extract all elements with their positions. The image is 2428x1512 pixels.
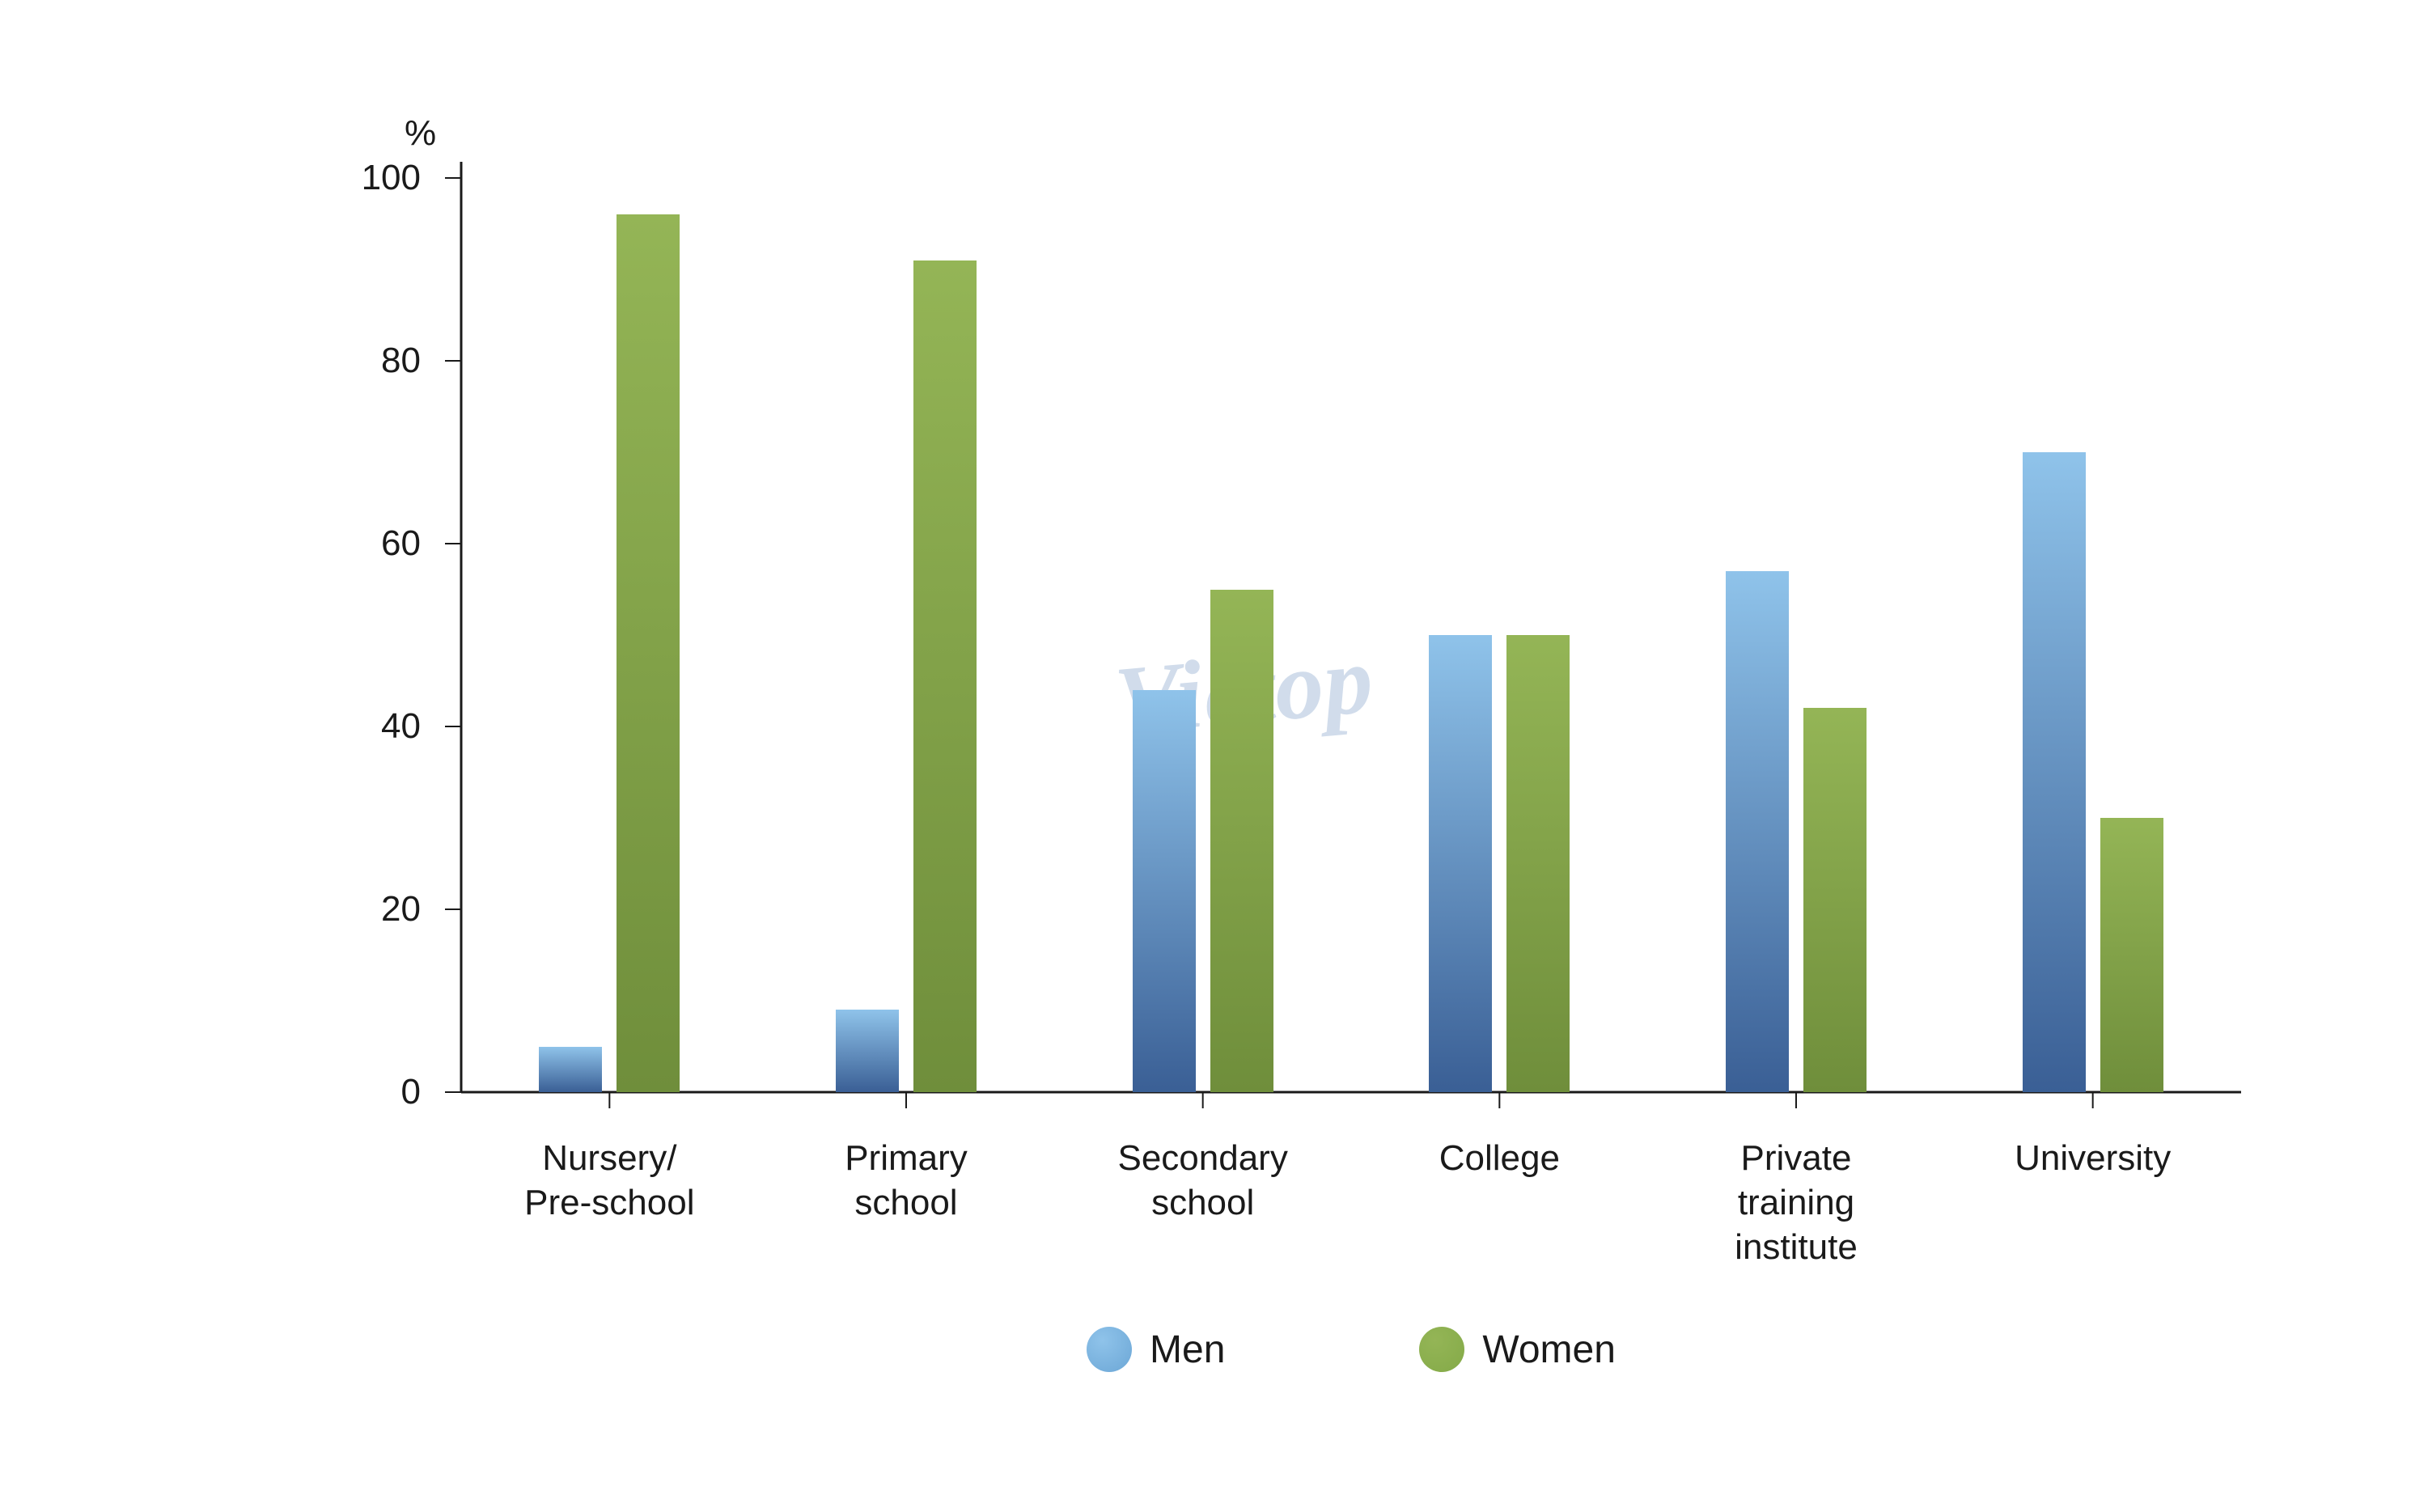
y-axis-unit: % bbox=[405, 113, 436, 154]
axes bbox=[437, 154, 2265, 1116]
x-tick-label: Nursery/Pre-school bbox=[468, 1136, 750, 1225]
legend: Men Women bbox=[461, 1327, 2241, 1372]
y-tick-label: 80 bbox=[307, 341, 421, 381]
x-tick-label: Secondaryschool bbox=[1062, 1136, 1344, 1225]
y-tick-label: 60 bbox=[307, 523, 421, 564]
x-tick-label: University bbox=[1952, 1136, 2234, 1180]
legend-dot-icon bbox=[1419, 1327, 1464, 1372]
y-tick-label: 100 bbox=[307, 158, 421, 198]
y-tick-label: 0 bbox=[307, 1072, 421, 1112]
legend-label: Women bbox=[1482, 1328, 1616, 1372]
bar-women bbox=[2100, 818, 2163, 1092]
bar-men bbox=[1133, 690, 1196, 1092]
bar-women bbox=[1506, 635, 1570, 1092]
bar-men bbox=[836, 1010, 899, 1092]
chart-frame: Vietop020406080100%Nursery/Pre-schoolPri… bbox=[0, 0, 2428, 1512]
x-tick-label: Privatetraininginstitute bbox=[1655, 1136, 1937, 1269]
legend-dot-icon bbox=[1087, 1327, 1132, 1372]
legend-item-women: Women bbox=[1419, 1327, 1616, 1372]
bar-men bbox=[1726, 571, 1789, 1092]
bar-women bbox=[913, 260, 977, 1092]
bar-women bbox=[1210, 590, 1273, 1093]
bar-women bbox=[1803, 708, 1867, 1092]
legend-item-men: Men bbox=[1087, 1327, 1225, 1372]
bar-men bbox=[2023, 452, 2086, 1092]
x-tick-label: Primaryschool bbox=[765, 1136, 1047, 1225]
y-tick-label: 20 bbox=[307, 889, 421, 930]
legend-label: Men bbox=[1150, 1328, 1225, 1372]
y-tick-label: 40 bbox=[307, 706, 421, 747]
bar-men bbox=[539, 1047, 602, 1093]
x-tick-label: College bbox=[1358, 1136, 1640, 1180]
plot-area: Vietop020406080100%Nursery/Pre-schoolPri… bbox=[461, 178, 2241, 1092]
bar-women bbox=[617, 214, 680, 1092]
bar-men bbox=[1429, 635, 1492, 1092]
